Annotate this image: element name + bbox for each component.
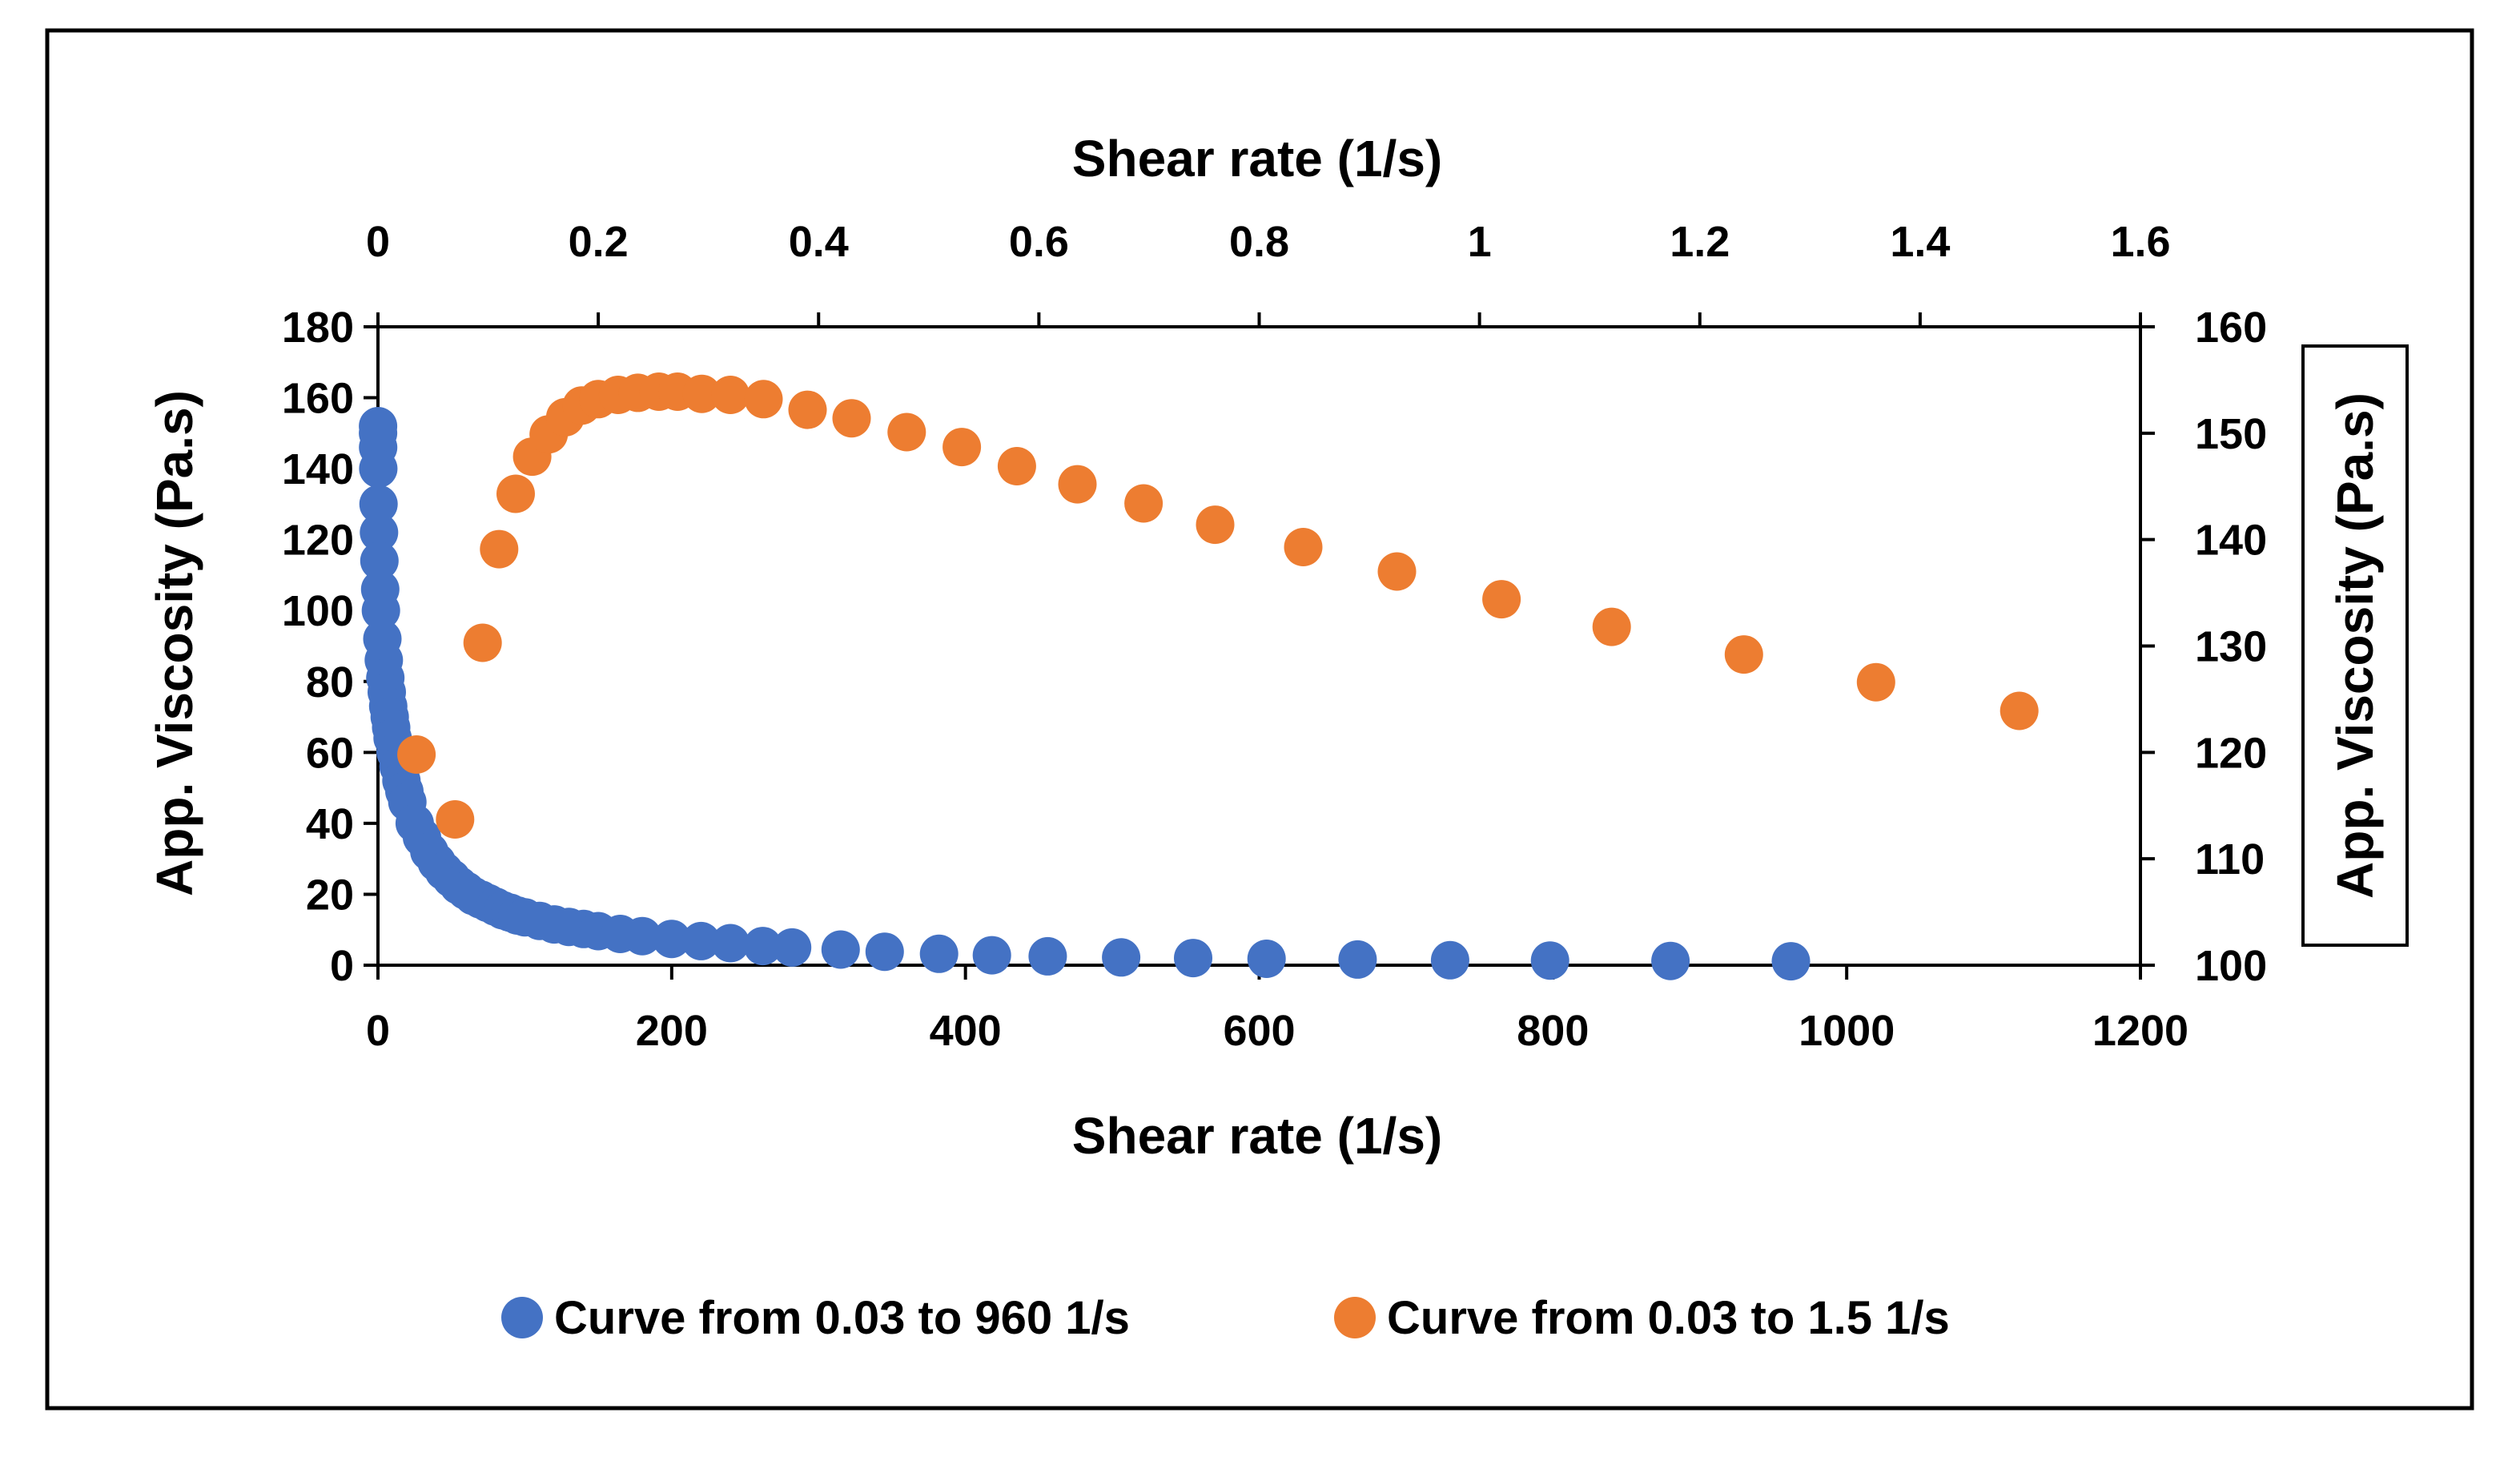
series-2-point (1482, 580, 1521, 619)
series-1-point (652, 920, 691, 959)
series-1-point (972, 936, 1011, 975)
series-2-point (1284, 528, 1323, 566)
series-1-point (1530, 941, 1569, 980)
left-y-tick-label: 180 (282, 304, 354, 352)
bottom-x-tick-label: 0 (366, 1007, 390, 1055)
bottom-x-tick-label: 1000 (1799, 1007, 1895, 1055)
series-1-point (360, 513, 399, 552)
series-1-point (1651, 941, 1690, 980)
series-1-point (359, 449, 398, 489)
series-2-point (1377, 552, 1417, 591)
series-1-point (1102, 938, 1141, 977)
series-2-point (711, 376, 750, 414)
series-1-points (359, 407, 1811, 981)
top-x-tick-label: 1.4 (1890, 218, 1950, 266)
series-1-point (359, 485, 398, 524)
legend-label-series-1: Curve from 0.03 to 960 1/s (554, 1292, 1130, 1344)
series-2-point (682, 374, 721, 413)
left-y-tick-label: 100 (282, 587, 354, 635)
right-y-tick-label: 120 (2195, 729, 2267, 777)
legend-marker-series-2 (1334, 1297, 1376, 1338)
right-y-tick-label: 150 (2195, 410, 2267, 458)
right-y-axis-title-box (2301, 344, 2409, 947)
legend-marker-series-1 (501, 1297, 543, 1338)
series-2-point (942, 428, 982, 467)
series-2-point (496, 474, 535, 513)
series-2-point (832, 399, 871, 438)
series-2-point (744, 380, 783, 419)
series-2-point (887, 413, 926, 452)
series-2-point (997, 447, 1036, 485)
series-2-point (1724, 635, 1763, 674)
bottom-x-tick-label: 800 (1517, 1007, 1589, 1055)
right-y-tick-label: 130 (2195, 623, 2267, 671)
left-y-tick-label: 160 (282, 375, 354, 423)
right-y-tick-label: 140 (2195, 517, 2267, 565)
top-x-axis-title: Shear rate (1/s) (1072, 130, 1442, 187)
points-layer (359, 372, 2039, 981)
legend-label-series-2: Curve from 0.03 to 1.5 1/s (1387, 1292, 1950, 1344)
series-1-point (1247, 940, 1286, 978)
series-2-point (788, 390, 827, 429)
chart-frame (45, 28, 2474, 1411)
left-y-tick-label: 60 (306, 729, 354, 777)
top-x-tick-label: 0.4 (789, 218, 849, 266)
series-2-point (436, 800, 475, 839)
series-1-point (821, 930, 860, 969)
series-2-point (1592, 607, 1631, 646)
series-1-point (1174, 939, 1212, 978)
series-1-point (919, 934, 959, 973)
bottom-x-tick-label: 200 (636, 1007, 708, 1055)
top-x-tick-label: 0.2 (569, 218, 629, 266)
top-x-tick-label: 0 (366, 218, 390, 266)
left-y-tick-label: 140 (282, 445, 354, 493)
series-1-point (1771, 942, 1811, 981)
series-2-point (397, 735, 436, 774)
series-1-point (623, 916, 662, 956)
series-1-point (1430, 940, 1469, 980)
left-y-axis-title: App. Viscosity (Pa.s) (146, 390, 203, 896)
bottom-x-tick-label: 600 (1223, 1007, 1295, 1055)
series-2-point (1124, 484, 1164, 523)
series-1-point (711, 924, 750, 963)
bottom-x-tick-label: 400 (930, 1007, 1002, 1055)
series-1-point (1338, 940, 1377, 979)
legend: Curve from 0.03 to 960 1/s Curve from 0.… (501, 1292, 1950, 1344)
right-y-tick-label: 100 (2195, 942, 2267, 990)
left-y-tick-label: 0 (330, 942, 354, 990)
right-y-axis-title: App. Viscosity (Pa.s) (2326, 392, 2384, 899)
series-2-point (1856, 662, 1895, 702)
series-1-point (361, 591, 400, 630)
left-y-tick-label: 40 (306, 800, 354, 848)
left-y-tick-label: 20 (306, 871, 354, 919)
top-x-tick-label: 1 (1468, 218, 1492, 266)
top-x-tick-label: 1.2 (1670, 218, 1730, 266)
series-2-point (2000, 691, 2039, 731)
bottom-x-axis-title: Shear rate (1/s) (1072, 1107, 1442, 1165)
series-2-point (463, 623, 502, 662)
series-2-point (1196, 505, 1235, 545)
top-x-tick-label: 0.8 (1229, 218, 1289, 266)
top-x-tick-label: 1.6 (2110, 218, 2170, 266)
series-2-point (480, 529, 519, 569)
top-x-tick-label: 0.6 (1009, 218, 1069, 266)
series-1-point (360, 541, 399, 581)
series-1-point (681, 921, 721, 960)
series-1-point (1028, 936, 1067, 976)
left-y-tick-label: 120 (282, 517, 354, 565)
series-2-points (397, 372, 2039, 839)
right-y-tick-label: 160 (2195, 304, 2267, 352)
series-2-point (1058, 465, 1097, 504)
series-1-point (865, 932, 904, 972)
series-1-point (743, 927, 782, 966)
left-y-tick-label: 80 (306, 658, 354, 706)
series-1-point (773, 928, 812, 967)
bottom-x-tick-label: 1200 (2092, 1007, 2188, 1055)
right-y-tick-label: 110 (2195, 835, 2265, 883)
